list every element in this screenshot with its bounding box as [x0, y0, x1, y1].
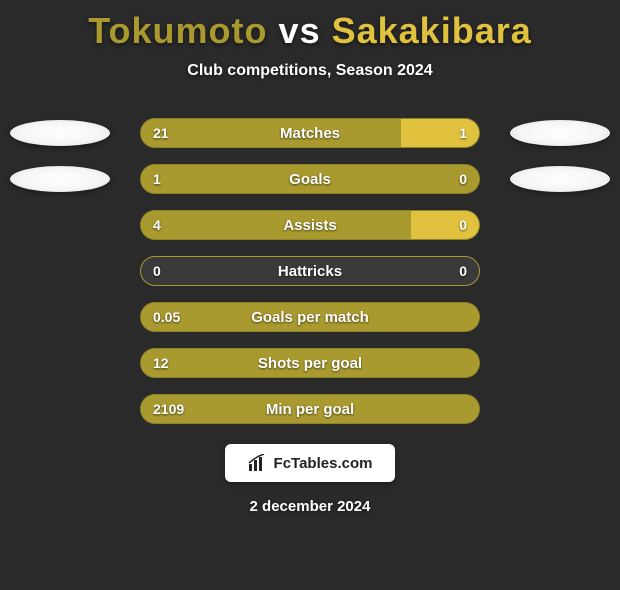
- stat-value-left: 0: [153, 257, 161, 285]
- player-marker-left: [10, 166, 110, 192]
- stat-bar: Matches211: [140, 118, 480, 148]
- title-left: Tokumoto: [88, 10, 267, 51]
- stat-bar-left: [141, 165, 479, 193]
- stats-chart: Matches211 Goals10 Assists40 Hattricks0 0 Goa…: [0, 118, 620, 424]
- stat-row: Hattricks0 0: [0, 256, 620, 286]
- brand-badge: FcTables.com: [225, 444, 395, 482]
- stat-bar: Min per goal2109: [140, 394, 480, 424]
- brand-text: FcTables.com: [274, 455, 373, 472]
- stat-row: Goals10: [0, 164, 620, 194]
- stat-value-right: 0: [459, 257, 467, 285]
- page-title: Tokumoto vs Sakakibara: [0, 10, 620, 52]
- title-vs: vs: [279, 10, 321, 51]
- stat-bar: Goals per match0.05: [140, 302, 480, 332]
- stat-bar-right: [411, 211, 479, 239]
- chart-icon: [248, 454, 268, 472]
- stat-bar-left: [141, 395, 479, 423]
- stat-row: Goals per match0.05: [0, 302, 620, 332]
- stat-label: Hattricks: [141, 257, 479, 285]
- player-marker-right: [510, 166, 610, 192]
- date-text: 2 december 2024: [0, 498, 620, 515]
- stat-bar-right: [401, 119, 479, 147]
- stat-bar-left: [141, 349, 479, 377]
- player-marker-right: [510, 120, 610, 146]
- player-marker-left: [10, 120, 110, 146]
- stat-bar-left: [141, 119, 401, 147]
- stat-row: Assists40: [0, 210, 620, 240]
- stat-bar: Assists40: [140, 210, 480, 240]
- stat-bar-left: [141, 211, 411, 239]
- title-right: Sakakibara: [332, 10, 532, 51]
- subtitle: Club competitions, Season 2024: [0, 62, 620, 80]
- stat-row: Matches211: [0, 118, 620, 148]
- stat-row: Min per goal2109: [0, 394, 620, 424]
- stat-bar: Hattricks0 0: [140, 256, 480, 286]
- stat-bar: Shots per goal12: [140, 348, 480, 378]
- stat-bar: Goals10: [140, 164, 480, 194]
- stat-row: Shots per goal12: [0, 348, 620, 378]
- stat-bar-left: [141, 303, 479, 331]
